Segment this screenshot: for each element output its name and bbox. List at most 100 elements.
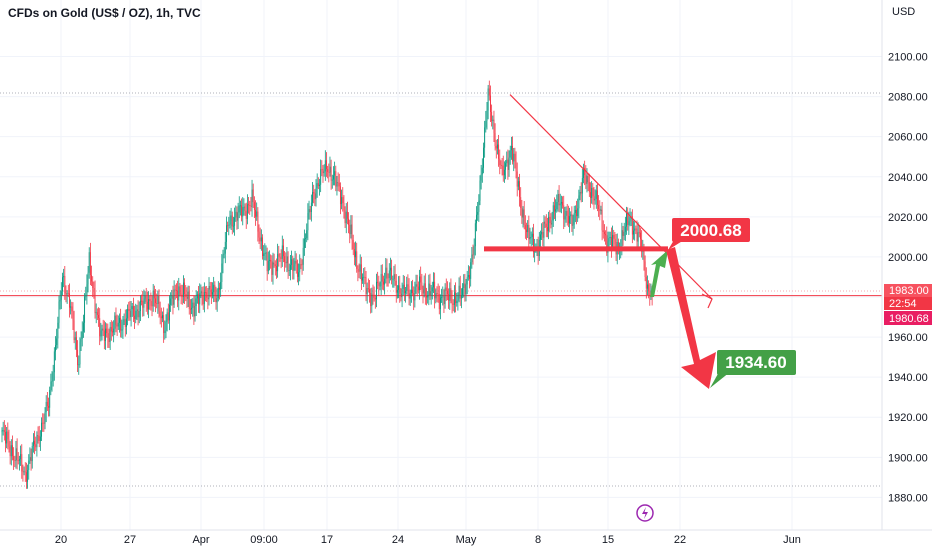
candle (224, 231, 226, 264)
candle (13, 447, 15, 470)
candle (365, 270, 367, 302)
price-tick-label: 2100.00 (888, 52, 928, 64)
candle (182, 275, 184, 304)
candle (490, 85, 491, 123)
candle (571, 206, 573, 232)
candle (626, 206, 627, 235)
candle (445, 278, 447, 301)
candle (579, 185, 581, 201)
candle (349, 219, 351, 244)
candle (376, 273, 377, 308)
time-axis[interactable]: 20 27 Apr 09:00 17 24 May 8 15 22 Jun (0, 529, 932, 546)
candle (452, 299, 454, 312)
candle (471, 247, 473, 269)
candle (566, 203, 568, 226)
candle (162, 311, 163, 323)
candle (49, 386, 51, 417)
target-callout[interactable]: 1934.60 (710, 350, 796, 388)
candle (179, 283, 181, 297)
candle (82, 314, 84, 338)
price-axis[interactable]: USD 2100.00 2080.00 2060.00 2040.00 2020.00 20… (881, 0, 932, 530)
candle (151, 295, 153, 317)
candle (542, 222, 544, 247)
candle (529, 227, 531, 244)
candle (105, 322, 106, 350)
candle (65, 285, 67, 303)
candle (466, 270, 468, 295)
candle (524, 215, 526, 239)
candle (576, 200, 577, 225)
candle (294, 250, 296, 271)
countdown-label: 22:54 (889, 298, 917, 310)
countdown-tag (884, 297, 932, 310)
price-tick-label: 1880.00 (888, 492, 928, 504)
drawing-layer[interactable]: 2000.68 1934.60 (484, 94, 796, 389)
candle (284, 251, 286, 272)
candle (195, 290, 197, 317)
bearish-target-arrow[interactable] (666, 247, 716, 389)
candle (590, 182, 591, 208)
candle (64, 265, 66, 300)
candle (285, 252, 287, 268)
candle (109, 322, 111, 351)
candle (345, 203, 347, 234)
time-tick-label: 15 (602, 534, 614, 546)
candle (186, 287, 188, 308)
last-price-tag (884, 311, 932, 325)
candle (531, 227, 533, 246)
candle (223, 247, 225, 259)
resistance-callout[interactable]: 2000.68 (668, 218, 750, 250)
candle (132, 297, 134, 323)
price-tick-label: 2060.00 (888, 132, 928, 144)
candle (300, 257, 302, 270)
candle (312, 182, 313, 207)
candle (200, 284, 202, 299)
time-tick-label: 8 (535, 534, 541, 546)
bullish-retest-arrow[interactable] (650, 250, 668, 297)
candle (395, 274, 397, 303)
candle (99, 308, 101, 346)
candle (289, 254, 291, 281)
lightning-event-icon[interactable] (636, 504, 654, 522)
candle (638, 225, 640, 238)
candle (48, 397, 49, 417)
candle (187, 285, 189, 308)
candle (428, 274, 430, 306)
candle (485, 110, 487, 133)
candle (563, 195, 565, 230)
candle (598, 195, 600, 217)
time-tick-label: Jun (783, 534, 801, 546)
candle (209, 281, 211, 298)
candle (545, 214, 547, 238)
candle (434, 272, 436, 309)
candle (295, 253, 297, 274)
candle (81, 321, 83, 347)
candle (80, 331, 82, 352)
candle (86, 274, 88, 305)
candle (178, 277, 180, 311)
candle (624, 216, 626, 241)
candle (600, 205, 602, 215)
candle (322, 164, 324, 183)
candle (276, 258, 277, 279)
candle (103, 320, 105, 350)
candle (234, 207, 236, 236)
candle (22, 464, 24, 482)
candle (543, 215, 545, 247)
candle (72, 302, 74, 331)
trendline-arrowhead (701, 293, 713, 309)
candle (307, 203, 309, 241)
candle (29, 447, 31, 464)
candle (281, 235, 283, 267)
candle (553, 197, 555, 220)
candle (46, 392, 48, 412)
last-price-label: 1980.68 (889, 313, 929, 325)
candle (644, 255, 646, 282)
candle (12, 435, 13, 461)
candle (451, 290, 453, 314)
candle (141, 294, 143, 306)
candle (143, 289, 145, 317)
candle (255, 200, 256, 226)
